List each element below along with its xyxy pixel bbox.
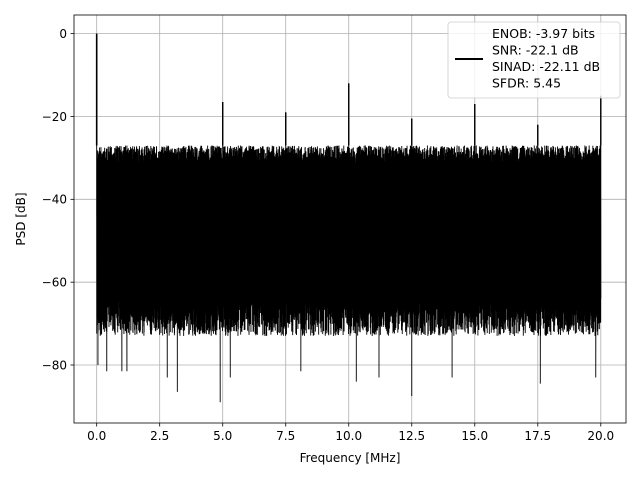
x-tick-label: 15.0	[461, 429, 488, 443]
y-tick-label: −40	[42, 193, 67, 207]
x-tick-label: 7.5	[276, 429, 295, 443]
legend-entry-text: SFDR: 5.45	[492, 76, 561, 91]
x-tick-label: 5.0	[213, 429, 232, 443]
x-tick-label: 10.0	[335, 429, 362, 443]
y-axis-label: PSD [dB]	[14, 192, 28, 245]
axes-layer: 0.0 2.5 5.0 7.5 10.0 12.5 15.0 17.5 20.0 0 −20 −40 −…	[42, 14, 627, 443]
plot-frame	[73, 14, 627, 424]
y-tick-label: −60	[42, 275, 67, 289]
x-tick-label: 12.5	[398, 429, 425, 443]
legend-entry-text: SNR: -22.1 dB	[492, 43, 579, 58]
y-tick-label: 0	[59, 27, 67, 41]
y-tick-label: −20	[42, 110, 67, 124]
x-tick-label: 20.0	[587, 429, 614, 443]
y-tick-label: −80	[42, 358, 67, 372]
x-tick-label: 2.5	[150, 429, 169, 443]
legend-box	[447, 21, 621, 99]
x-tick-label: 17.5	[524, 429, 551, 443]
x-tick-label: 0.0	[87, 429, 106, 443]
series-layer	[95, 33, 602, 403]
x-axis-label: Frequency [MHz]	[300, 451, 401, 465]
legend-entry-text: ENOB: -3.97 bits	[492, 26, 595, 41]
legend-entry-text: SINAD: -22.11 dB	[492, 59, 600, 74]
psd-trace	[96, 33, 602, 403]
